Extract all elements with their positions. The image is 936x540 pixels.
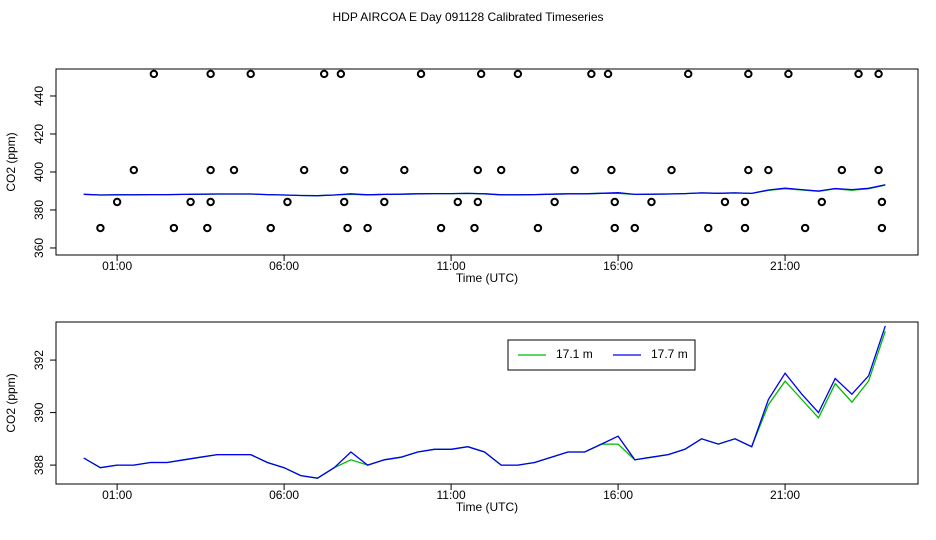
calibration-point (647, 197, 656, 207)
calibration-point (874, 69, 883, 79)
x-tick-label: 16:00 (603, 488, 633, 502)
calibration-point (203, 223, 212, 233)
calibration-point (473, 165, 483, 175)
chart-title: HDP AIRCOA E Day 091128 Calibrated Times… (332, 10, 603, 24)
calibration-point (784, 69, 793, 79)
calibration-point (610, 197, 619, 207)
calibration-point (206, 69, 215, 79)
calibration-point (473, 197, 483, 207)
calibration-point (129, 165, 139, 175)
calibration-point (607, 165, 616, 175)
calibration-point (877, 223, 887, 233)
calibration-point (496, 165, 506, 175)
calibration-point (800, 223, 810, 233)
x-tick-label: 01:00 (102, 488, 132, 502)
x-tick-label: 21:00 (770, 259, 800, 273)
calibration-point (630, 223, 639, 233)
calibration-point (740, 197, 750, 207)
calibration-point (246, 69, 255, 79)
x-tick-label: 01:00 (102, 259, 132, 273)
calibration-point (186, 197, 195, 207)
calibration-point (837, 165, 847, 175)
y-tick-label: 360 (32, 238, 46, 258)
series-line (83, 184, 886, 197)
calibration-point (684, 69, 693, 79)
legend-label: 17.7 m (651, 347, 688, 361)
x-tick-label: 06:00 (269, 259, 299, 273)
calibration-point (319, 69, 329, 79)
calibration-point (570, 165, 579, 175)
x-tick-label: 16:00 (603, 259, 633, 273)
calibration-point (550, 197, 559, 207)
calibration-point (169, 223, 179, 233)
y-tick-label: 392 (32, 350, 46, 370)
calibration-point (340, 165, 349, 175)
calibration-point (343, 223, 352, 233)
y-tick-label: 440 (32, 86, 46, 106)
calibration-point (817, 197, 827, 207)
plot-frame (55, 321, 919, 485)
y-tick-label: 388 (32, 455, 46, 475)
calibration-point (206, 197, 215, 207)
calibration-point (603, 69, 613, 79)
calibration-point (400, 165, 409, 175)
calibration-point (587, 69, 596, 79)
x-tick-label: 06:00 (269, 488, 299, 502)
plot-frame (55, 68, 919, 256)
calibration-point (877, 197, 887, 207)
calibration-point (299, 165, 309, 175)
calibration-point (363, 223, 372, 233)
calibration-point (340, 197, 349, 207)
y-tick-label: 390 (32, 402, 46, 422)
x-tick-label: 11:00 (437, 259, 466, 273)
calibration-point (283, 197, 292, 207)
calibration-point (874, 165, 883, 175)
calibration-point (513, 69, 523, 79)
y-tick-label: 400 (32, 162, 46, 182)
calibration-point (453, 197, 462, 207)
calibration-point (667, 165, 676, 175)
calibration-point (476, 69, 486, 79)
calibration-point (149, 69, 159, 79)
calibration-point (206, 165, 215, 175)
calibration-point (416, 69, 426, 79)
calibration-point (854, 69, 863, 79)
x-axis-label: Time (UTC) (456, 271, 518, 285)
x-tick-label: 11:00 (437, 488, 466, 502)
calibration-point (533, 223, 543, 233)
calibration-point (470, 223, 479, 233)
calibration-point (704, 223, 713, 233)
x-tick-label: 21:00 (770, 488, 800, 502)
calibration-point (436, 223, 446, 233)
calibration-point (744, 165, 753, 175)
calibration-point (266, 223, 275, 233)
calibration-point (720, 197, 730, 207)
calibration-point (380, 197, 389, 207)
y-tick-label: 420 (32, 124, 46, 144)
calibration-point (96, 223, 105, 233)
x-axis-label: Time (UTC) (456, 500, 518, 514)
series-line (83, 325, 886, 479)
legend-label: 17.1 m (556, 347, 593, 361)
y-tick-label: 380 (32, 200, 46, 220)
calibration-point (740, 223, 750, 233)
calibration-point (229, 165, 239, 175)
calibration-point (610, 223, 619, 233)
calibration-point (764, 165, 773, 175)
y-axis-label: CO2 (ppm) (4, 132, 18, 191)
calibration-point (336, 69, 346, 79)
calibration-point (744, 69, 753, 79)
y-axis-label: CO2 (ppm) (4, 373, 18, 432)
calibration-point (112, 197, 122, 207)
